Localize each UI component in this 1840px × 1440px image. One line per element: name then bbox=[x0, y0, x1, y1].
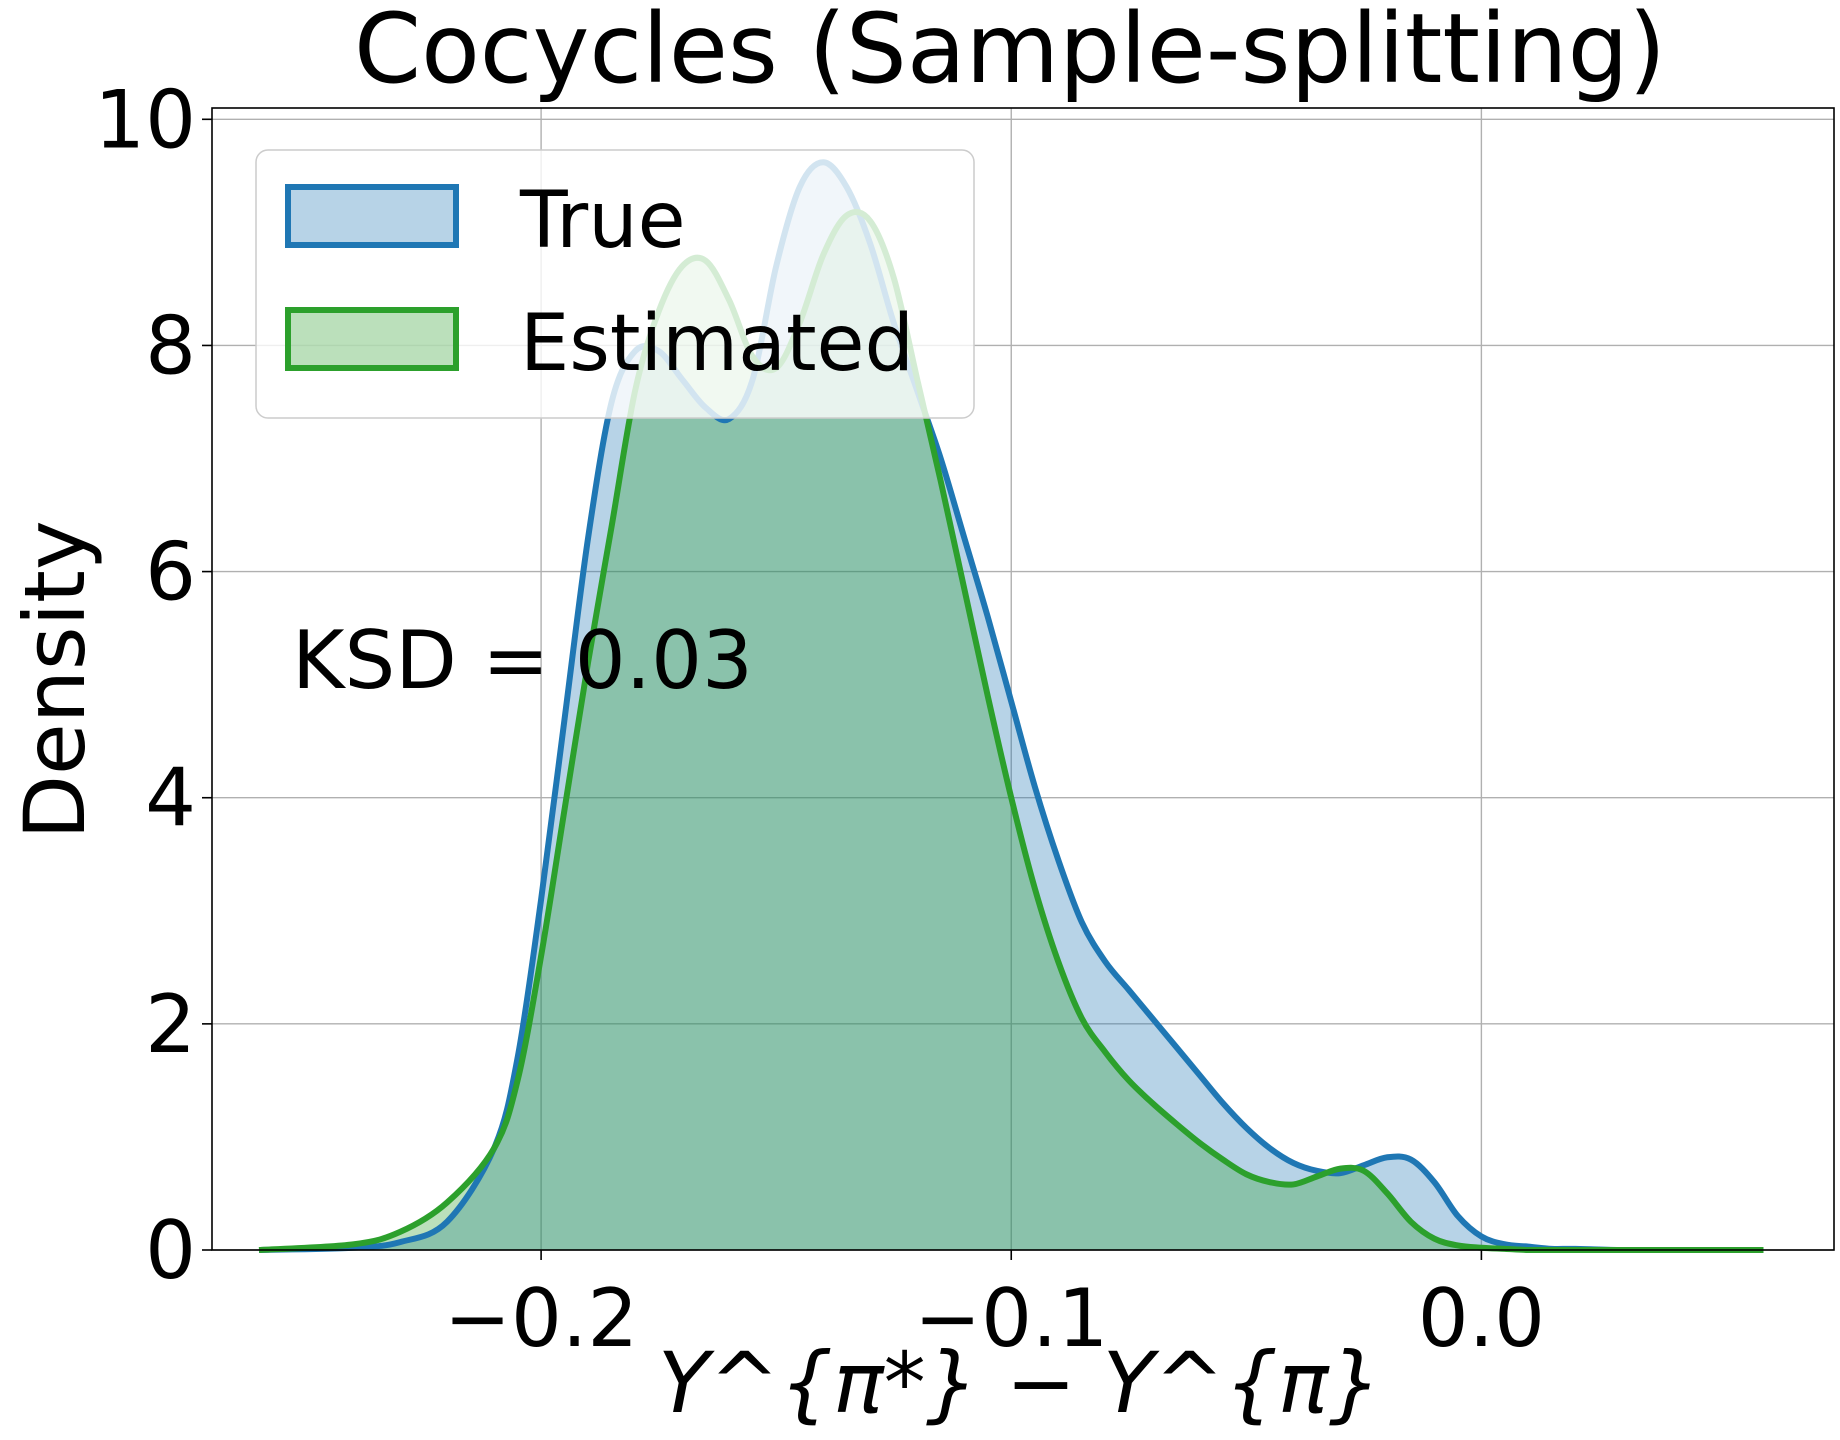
y-tick-label: 4 bbox=[145, 752, 196, 845]
x-tick-label: 0.0 bbox=[1418, 1272, 1545, 1365]
x-axis-ticks: −0.2 −0.1 0.0 bbox=[444, 1250, 1545, 1365]
legend-swatch-estimated bbox=[285, 307, 459, 371]
y-tick-label: 2 bbox=[145, 978, 196, 1071]
y-axis-label: Density bbox=[6, 520, 104, 839]
legend: True Estimated bbox=[255, 149, 975, 419]
density-area-estimated bbox=[259, 211, 1764, 1251]
y-axis-ticks: 0 2 4 6 8 10 bbox=[94, 73, 212, 1297]
ksd-annotation: KSD = 0.03 bbox=[292, 614, 753, 707]
legend-swatch-true bbox=[285, 184, 459, 248]
chart-title: Cocycles (Sample-splitting) bbox=[354, 0, 1666, 105]
density-lines bbox=[258, 159, 1764, 1254]
legend-label-estimated: Estimated bbox=[520, 299, 914, 389]
legend-box bbox=[255, 149, 975, 419]
density-line-estimated bbox=[258, 208, 1764, 1254]
axes-frame bbox=[211, 107, 1835, 1251]
y-tick-label: 10 bbox=[94, 73, 196, 166]
y-tick-label: 6 bbox=[145, 526, 196, 619]
x-axis-label: Y^{π*} − Y^{π} bbox=[658, 1334, 1382, 1432]
y-tick-label: 0 bbox=[145, 1204, 196, 1297]
density-line-true bbox=[258, 159, 1764, 1254]
x-tick-label: −0.1 bbox=[914, 1272, 1108, 1365]
x-tick-label: −0.2 bbox=[444, 1272, 638, 1365]
y-tick-label: 8 bbox=[145, 299, 196, 392]
legend-label-true: True bbox=[519, 176, 686, 266]
